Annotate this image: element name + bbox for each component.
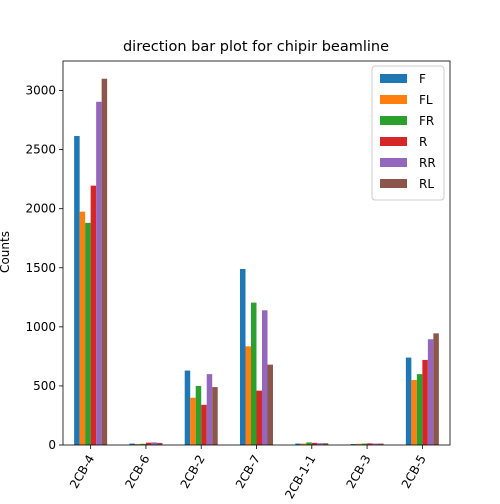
bar-F-2CB-1-1 (295, 443, 301, 445)
legend-swatch-FR (380, 116, 407, 125)
bar-RL-2CB-5 (433, 333, 439, 445)
bar-F-2CB-5 (405, 357, 412, 445)
bar-FR-2CB-3 (361, 443, 368, 445)
bar-FL-2CB-5 (411, 380, 417, 445)
plot-frame (62, 60, 451, 446)
bar-FL-2CB-4 (79, 211, 86, 445)
bar-FL-2CB-3 (356, 443, 362, 445)
x-tick-label: 2CB-3 (343, 453, 373, 491)
bar-FR-2CB-2 (195, 385, 202, 445)
bar-R-2CB-1-1 (311, 442, 318, 445)
bar-R-2CB-5 (422, 359, 428, 445)
legend-label-FL: FL (419, 93, 433, 107)
legend-label-RR: RR (419, 156, 436, 170)
bar-FR-2CB-5 (416, 374, 423, 445)
bar-F-2CB-2 (184, 370, 191, 445)
legend-label-F: F (419, 72, 426, 86)
bar-RR-2CB-7 (262, 310, 268, 445)
bar-RR-2CB-1-1 (317, 443, 323, 445)
legend-swatch-RL (380, 179, 407, 188)
y-tick-label: 2000 (25, 202, 56, 216)
bar-R-2CB-3 (367, 443, 373, 445)
legend-label-RL: RL (419, 177, 434, 191)
bar-FR-2CB-1-1 (306, 442, 312, 445)
bar-RL-2CB-6 (156, 442, 163, 445)
bar-RR-2CB-5 (427, 339, 434, 445)
y-tick-label: 1500 (25, 261, 56, 275)
x-tick-label: 2CB-7 (233, 453, 263, 491)
x-axis: 2CB-4 2CB-6 2CB-2 2CB-7 2CB-1-1 2CB-3 2CB-5 (67, 445, 429, 501)
bar-FL-2CB-7 (245, 346, 251, 445)
y-tick-label: 0 (48, 438, 56, 452)
bar-F-2CB-3 (350, 444, 357, 445)
bar-F-2CB-4 (74, 136, 80, 445)
bar-R-2CB-2 (201, 404, 207, 445)
bar-R-2CB-6 (145, 442, 152, 445)
bar-RL-2CB-4 (101, 78, 108, 445)
legend-swatch-R (380, 137, 407, 146)
y-tick-label: 3000 (25, 84, 56, 98)
chart-title: direction bar plot for chipir beamline (123, 39, 389, 55)
y-tick-label: 2500 (25, 143, 56, 157)
legend-swatch-FL (380, 95, 407, 104)
bar-RR-2CB-4 (96, 101, 102, 446)
bar-FL-2CB-6 (134, 444, 141, 445)
bar-R-2CB-4 (90, 185, 97, 445)
bar-RL-2CB-7 (267, 364, 273, 445)
bars-group (74, 78, 439, 446)
y-axis: 0 500 1000 1500 2000 2500 3000 (25, 84, 63, 452)
legend-label-R: R (419, 135, 427, 149)
bar-F-2CB-7 (240, 268, 246, 445)
legend-swatch-RR (380, 158, 407, 167)
bar-RL-2CB-2 (212, 387, 218, 445)
y-tick-label: 1000 (25, 320, 56, 334)
bar-RR-2CB-2 (206, 374, 213, 445)
bar-RL-2CB-1-1 (322, 443, 329, 445)
bar-FR-2CB-4 (85, 222, 91, 445)
bar-FL-2CB-1-1 (300, 443, 307, 445)
y-axis-label: Counts (0, 231, 12, 273)
x-tick-label: 2CB-2 (178, 453, 208, 491)
bar-F-2CB-6 (129, 443, 135, 445)
bar-FR-2CB-7 (251, 302, 257, 445)
bar-FR-2CB-6 (140, 443, 146, 445)
bar-RR-2CB-3 (372, 443, 379, 445)
x-tick-label: 2CB-5 (399, 453, 429, 491)
x-tick-label: 2CB-4 (67, 453, 97, 491)
y-tick-label: 500 (33, 379, 56, 393)
x-tick-label: 2CB-6 (122, 453, 152, 491)
legend-swatch-F (380, 74, 407, 83)
bar-FL-2CB-2 (190, 397, 196, 445)
bar-RR-2CB-6 (151, 442, 157, 445)
legend-label-FR: FR (419, 114, 434, 128)
bar-RL-2CB-3 (378, 443, 384, 445)
x-tick-label: 2CB-1-1 (282, 453, 318, 501)
bar-R-2CB-7 (256, 390, 262, 445)
